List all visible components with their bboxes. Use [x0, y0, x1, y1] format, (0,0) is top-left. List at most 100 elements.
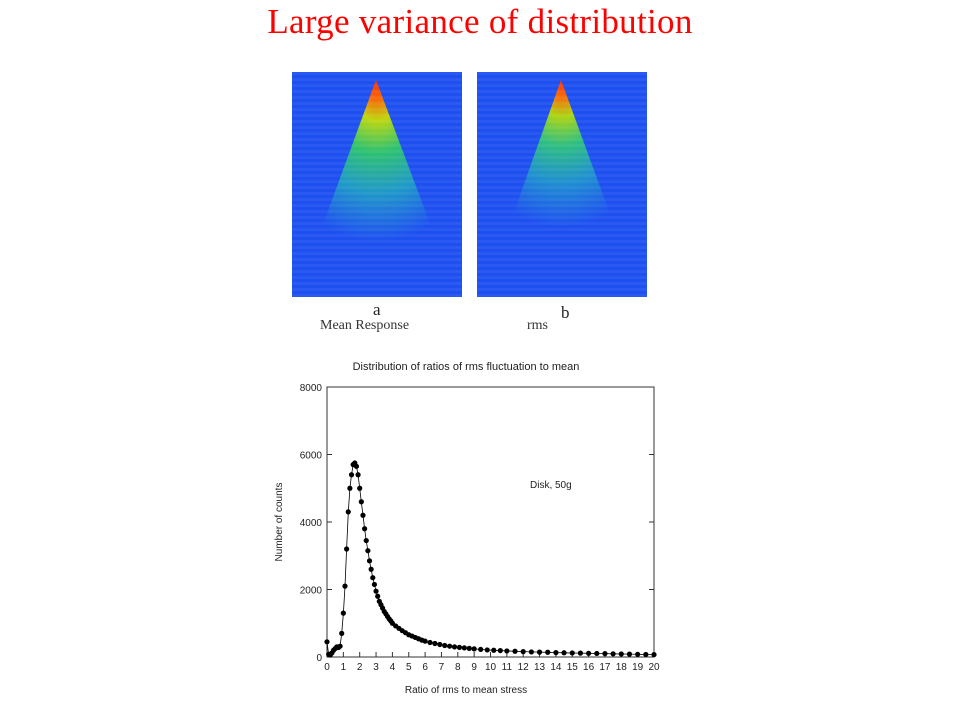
y-tick-label: 4000	[300, 518, 323, 529]
panel-a-letter: a	[373, 300, 381, 319]
y-axis-ticks: 0 2000 4000 6000 8000	[300, 383, 654, 664]
data-point	[466, 645, 472, 651]
y-tick-label: 2000	[300, 586, 323, 597]
data-point	[471, 646, 477, 652]
data-point	[618, 651, 624, 657]
x-tick-label: 15	[567, 662, 579, 673]
data-point	[577, 650, 584, 656]
data-point	[427, 639, 433, 646]
data-point	[594, 650, 600, 657]
series-points	[324, 460, 657, 658]
heatmap-mean-response	[292, 72, 462, 297]
x-tick-label: 5	[406, 662, 412, 673]
data-point	[528, 649, 534, 655]
data-point	[610, 651, 616, 657]
heatmap-rms	[477, 72, 647, 297]
panel-b-caption: rms	[527, 318, 548, 333]
x-tick-label: 3	[373, 662, 379, 673]
data-point	[451, 644, 458, 650]
data-point	[626, 651, 633, 657]
chart-annotation: Disk, 50g	[530, 480, 572, 491]
data-point	[553, 650, 559, 656]
y-axis-label: Number of counts	[274, 483, 285, 562]
data-point	[422, 638, 428, 644]
panel-a-caption: Mean Response	[320, 318, 410, 333]
y-tick-label: 8000	[300, 383, 323, 394]
data-point	[478, 646, 484, 653]
data-point	[536, 649, 543, 655]
y-tick-label: 6000	[300, 451, 323, 462]
x-tick-label: 14	[550, 662, 562, 673]
data-point	[337, 643, 343, 649]
data-point	[602, 651, 608, 657]
series-line	[326, 462, 655, 656]
x-tick-label: 20	[648, 662, 660, 673]
x-tick-label: 13	[534, 662, 546, 673]
x-tick-label: 17	[599, 662, 611, 673]
data-point	[365, 548, 371, 554]
data-point	[456, 644, 463, 650]
data-point	[344, 546, 350, 552]
data-point	[504, 648, 510, 654]
x-tick-label: 10	[485, 662, 497, 673]
x-tick-label: 11	[502, 662, 513, 673]
x-axis-label: Ratio of rms to mean stress	[405, 685, 527, 696]
data-point	[348, 472, 355, 478]
data-point	[442, 642, 448, 649]
data-point	[491, 647, 497, 653]
data-point	[342, 583, 348, 589]
data-point	[586, 650, 592, 656]
data-point	[370, 575, 376, 581]
slide-title: Large variance of distribution	[267, 2, 693, 41]
x-axis-ticks: 0 1 2 3 4 5 6 7 8 9 10 11 12 13 14 15 16 17 18 19 20	[324, 652, 660, 673]
x-tick-label: 0	[324, 662, 330, 673]
x-tick-label: 18	[616, 662, 628, 673]
x-tick-label: 1	[341, 662, 347, 673]
data-point	[569, 650, 575, 656]
x-tick-label: 2	[357, 662, 363, 673]
data-point	[353, 463, 360, 469]
data-point	[347, 485, 353, 491]
data-point	[561, 650, 567, 656]
data-point	[635, 651, 641, 657]
data-point	[345, 509, 351, 515]
heatmap-stripes	[477, 72, 647, 297]
x-tick-label: 6	[422, 662, 428, 673]
data-point	[360, 512, 366, 518]
data-point	[371, 581, 378, 588]
data-point	[484, 647, 490, 653]
data-point	[512, 648, 518, 654]
data-point	[357, 485, 363, 491]
data-point	[366, 558, 373, 564]
panel-b-letter: b	[561, 303, 570, 322]
data-point	[432, 640, 438, 647]
data-point	[447, 643, 453, 649]
x-tick-label: 4	[390, 662, 396, 673]
data-point	[358, 499, 364, 505]
data-point	[643, 651, 649, 658]
heatmap-stripes	[292, 72, 462, 297]
data-point	[651, 652, 657, 658]
data-point	[497, 647, 503, 654]
x-tick-label: 9	[471, 662, 477, 673]
x-tick-label: 7	[439, 662, 445, 673]
data-point	[355, 472, 361, 478]
data-point	[324, 639, 330, 645]
y-tick-label: 0	[316, 653, 322, 664]
data-point	[545, 649, 551, 655]
x-tick-label: 19	[632, 662, 644, 673]
data-point	[461, 645, 467, 651]
plot-frame	[326, 386, 655, 658]
data-point	[373, 588, 379, 594]
x-tick-label: 16	[583, 662, 595, 673]
data-point	[339, 630, 345, 636]
x-tick-label: 8	[455, 662, 461, 673]
data-point	[375, 593, 381, 599]
x-tick-label: 12	[518, 662, 530, 673]
data-point	[363, 537, 369, 544]
data-point	[362, 526, 368, 532]
data-point	[437, 641, 443, 648]
data-point	[520, 649, 526, 655]
data-point	[340, 610, 346, 616]
